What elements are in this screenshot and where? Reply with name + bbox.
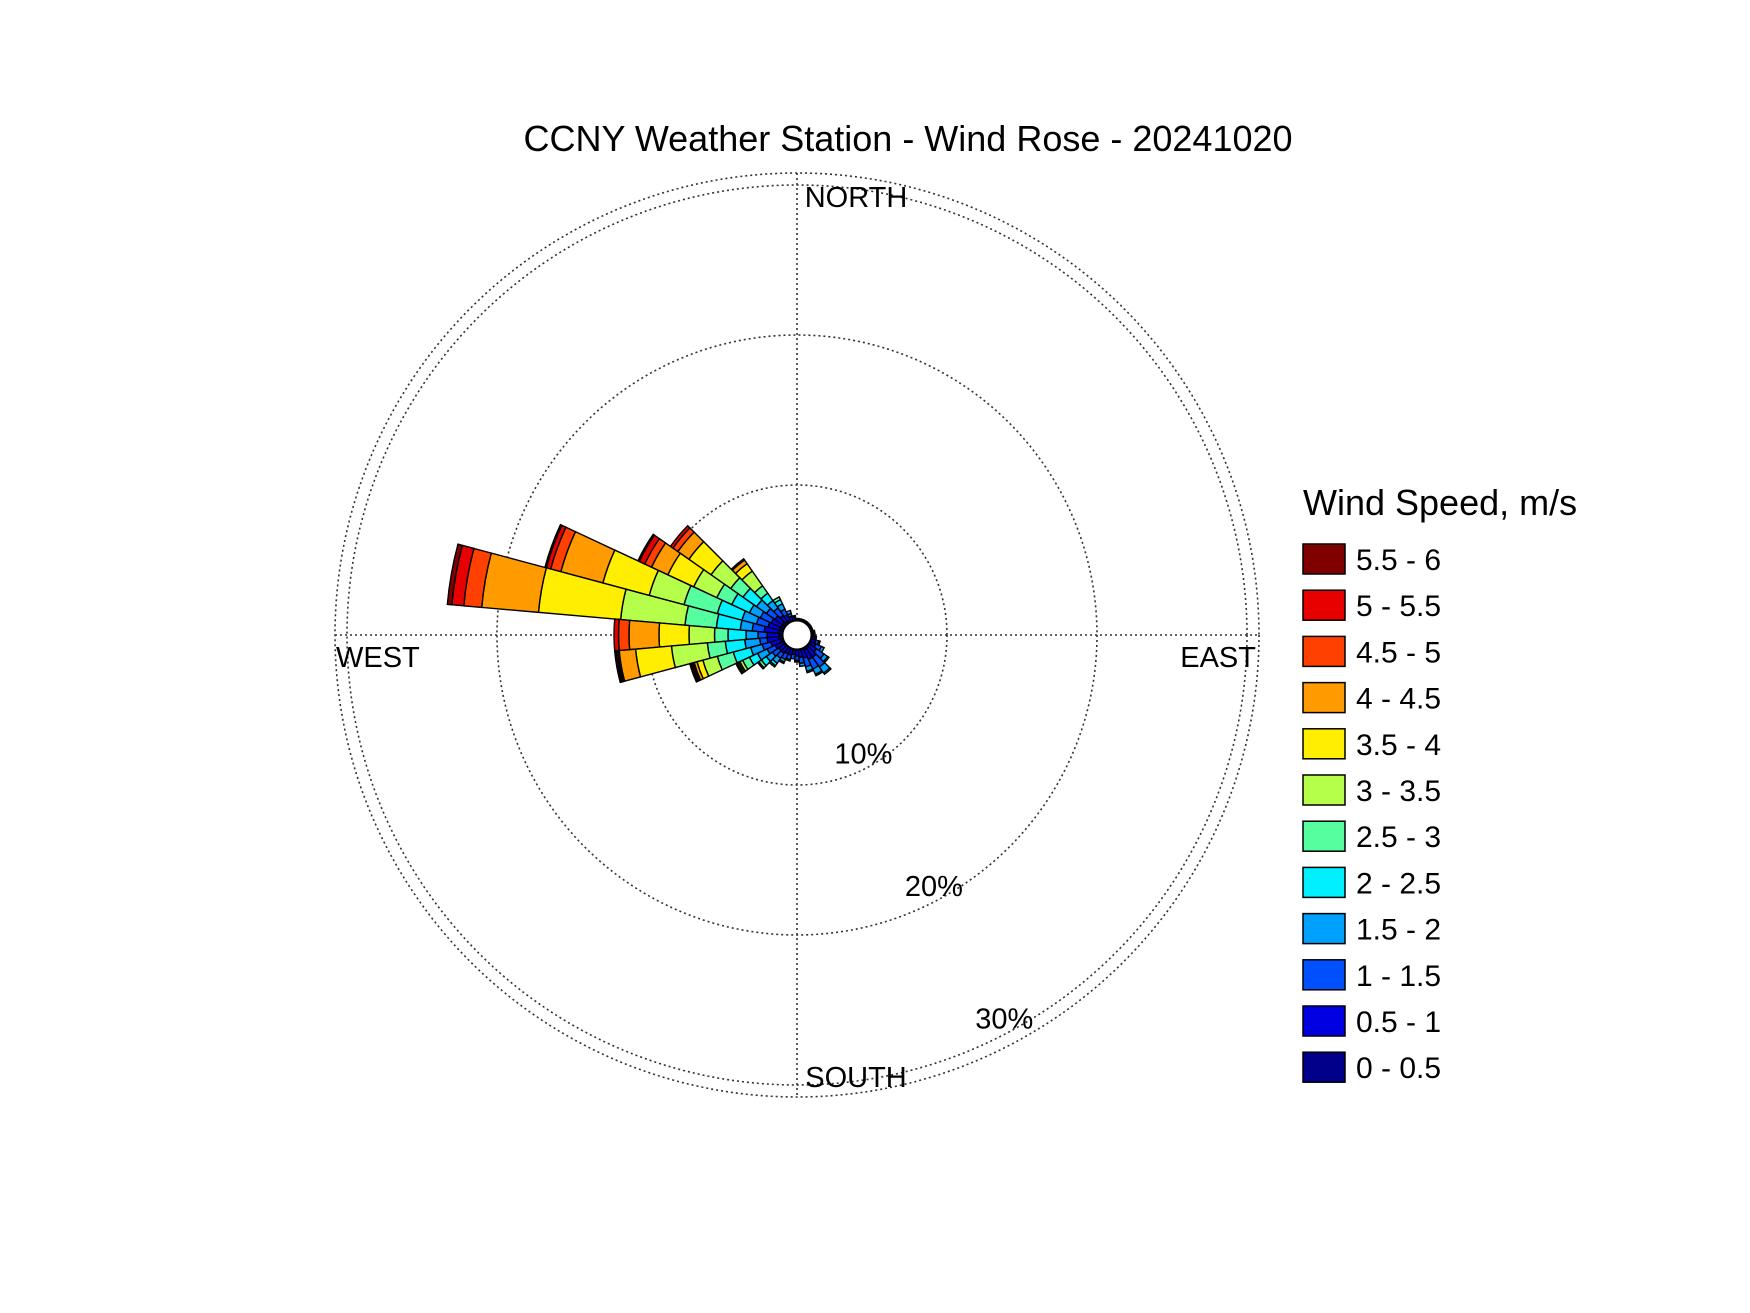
legend: 5.5 - 6 5 - 5.5 4.5 - 5 4 - 4.5 3.5 - 4 3 - 3… — [1302, 543, 1441, 1085]
legend-label: 3.5 - 4 — [1356, 729, 1441, 762]
wind-segment-120-bin-3 — [818, 645, 826, 654]
wind-segment-210-bin-4 — [777, 658, 786, 665]
legend-swatch — [1302, 1051, 1346, 1083]
direction-label-north: NORTH — [805, 182, 908, 214]
legend-label: 2.5 - 3 — [1356, 821, 1441, 854]
legend-swatch — [1302, 820, 1346, 852]
legend-label: 5.5 - 6 — [1356, 544, 1441, 577]
legend-swatch — [1302, 589, 1346, 621]
legend-swatch — [1302, 1005, 1346, 1037]
direction-label-east: EAST — [1180, 642, 1256, 674]
wind-segment-260-bin-7 — [634, 645, 677, 678]
legend-swatch — [1302, 728, 1346, 760]
legend-label: 0 - 0.5 — [1356, 1052, 1441, 1085]
legend-label: 4.5 - 5 — [1356, 636, 1441, 669]
center-hole — [781, 619, 813, 651]
wind-segment-140-bin-4 — [822, 666, 832, 676]
wind-segment-280-bin-8 — [480, 552, 548, 614]
wind-segment-270-bin-6 — [688, 624, 716, 646]
legend-swatch — [1302, 543, 1346, 575]
wind-segment-220-bin-5 — [768, 660, 777, 668]
ring-label-20: 20% — [905, 871, 963, 903]
legend-label: 0.5 - 1 — [1356, 1006, 1441, 1039]
wind-segment-270-bin-5 — [713, 627, 730, 643]
wind-segment-200-bin-3 — [784, 657, 792, 662]
legend-swatch — [1302, 635, 1346, 668]
wind-segment-290-bin-11 — [544, 523, 563, 569]
legend-swatch — [1302, 959, 1346, 991]
wind-segment-130-bin-4 — [822, 655, 830, 664]
wind-segment-270-bin-7 — [658, 622, 691, 648]
ring-label-10: 10% — [834, 738, 892, 770]
wind-segment-310-bin-10 — [669, 524, 691, 550]
legend-label: 1.5 - 2 — [1356, 914, 1441, 947]
legend-swatch — [1302, 866, 1346, 899]
wind-segment-270-bin-8 — [628, 619, 661, 651]
wind-segment-250-bin-11 — [688, 662, 699, 683]
wind-sectors — [446, 523, 832, 684]
wind-segment-230-bin-6 — [756, 660, 766, 670]
wind-segment-100-bin-2 — [813, 635, 818, 641]
wind-segment-320-bin-9 — [730, 557, 746, 572]
wind-segment-260-bin-11 — [613, 650, 623, 684]
wind-segment-280-bin-11 — [446, 543, 464, 606]
wind-segment-270-bin-9 — [617, 618, 631, 652]
wind-segment-270-bin-10 — [613, 618, 620, 652]
ring-label-30: 30% — [975, 1003, 1033, 1035]
legend-label: 3 - 3.5 — [1356, 775, 1441, 808]
wind-segment-240-bin-11 — [734, 661, 744, 675]
legend-label: 4 - 4.5 — [1356, 683, 1441, 716]
direction-label-west: WEST — [336, 642, 420, 674]
wind-segment-110-bin-3 — [816, 639, 822, 647]
legend-swatch — [1302, 681, 1346, 714]
legend-swatch — [1302, 912, 1346, 945]
legend-label: 5 - 5.5 — [1356, 590, 1441, 623]
legend-label: 1 - 1.5 — [1356, 960, 1441, 993]
legend-swatch — [1302, 774, 1346, 806]
legend-label: 2 - 2.5 — [1356, 867, 1441, 900]
direction-label-south: SOUTH — [805, 1062, 907, 1094]
wind-segment-300-bin-11 — [637, 533, 656, 563]
chart-title: CCNY Weather Station - Wind Rose - 20241… — [523, 118, 1292, 159]
legend-title: Wind Speed, m/s — [1303, 482, 1577, 523]
